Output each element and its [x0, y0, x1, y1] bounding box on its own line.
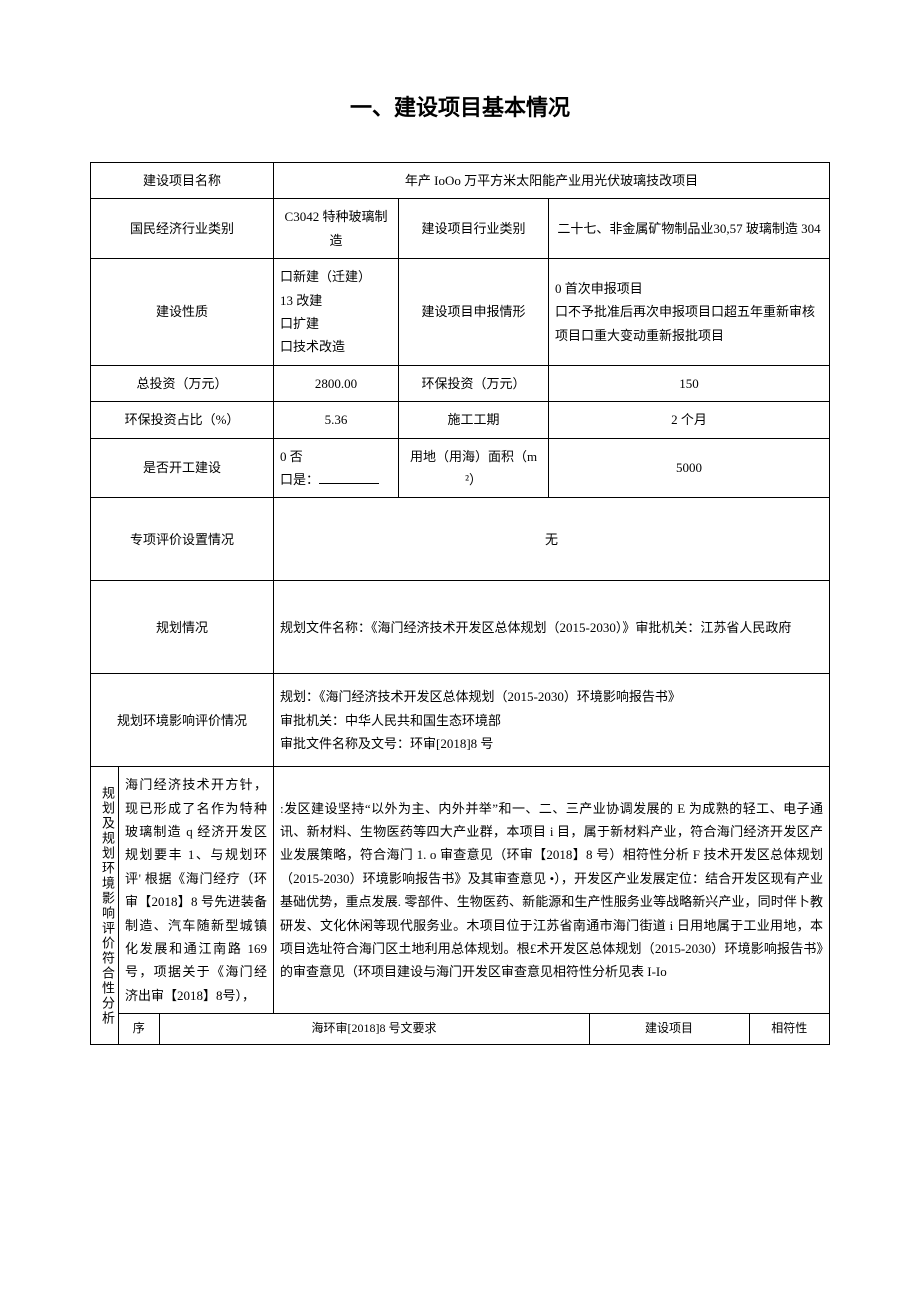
plan-value: 规划文件名称：《海门经济技术开发区总体规划（2015-2030）》审批机关：江苏… — [274, 581, 830, 674]
basic-info-table: 建设项目名称 年产 IoOo 万平方米太阳能产业用光伏玻璃技改项目 国民经济行业… — [90, 162, 830, 1045]
analysis-col1: 海门经济技术开方针，现已形成了名作为特种玻璃制造 q 经济开发区规划要丰 1、与… — [119, 767, 274, 1014]
analysis-side-label: 规划及规划环境影响评价符合性分析 — [91, 767, 119, 1045]
table-row: 建设性质 口新建（迁建） 13 改建 口扩建 口技术改造 建设项目申报情形 0 … — [91, 259, 830, 366]
proj-name-label: 建设项目名称 — [91, 163, 274, 199]
special-label: 专项评价设置情况 — [91, 498, 274, 581]
started-yes: 口是： — [280, 472, 319, 487]
env-ratio-value: 5.36 — [274, 402, 399, 438]
nature-label: 建设性质 — [91, 259, 274, 366]
inner-h2: 海环审[2018]8 号文要求 — [159, 1014, 589, 1044]
inner-h4: 相符性 — [749, 1014, 829, 1044]
analysis-col2: :发区建设坚持“以外为主、内外并举”和一、二、三产业协调发展的 E 为成熟的轻工… — [274, 767, 830, 1014]
started-value: 0 否 口是： — [274, 438, 399, 498]
proj-name-value: 年产 IoOo 万平方米太阳能产业用光伏玻璃技改项目 — [274, 163, 830, 199]
industry-label: 国民经济行业类别 — [91, 199, 274, 259]
proj-industry-value: 二十七、非金属矿物制品业30,57 玻璃制造 304 — [549, 199, 830, 259]
industry-value: C3042 特种玻璃制造 — [274, 199, 399, 259]
nature-value: 口新建（迁建） 13 改建 口扩建 口技术改造 — [274, 259, 399, 366]
table-row: 环保投资占比（%） 5.36 施工工期 2 个月 — [91, 402, 830, 438]
table-row: 国民经济行业类别 C3042 特种玻璃制造 建设项目行业类别 二十七、非金属矿物… — [91, 199, 830, 259]
env-ratio-label: 环保投资占比（%） — [91, 402, 274, 438]
started-no: 0 否 — [280, 449, 303, 464]
table-row: 序 海环审[2018]8 号文要求 建设项目 相符性 — [91, 1014, 830, 1045]
invest-label: 总投资（万元） — [91, 365, 274, 401]
period-label: 施工工期 — [399, 402, 549, 438]
proj-industry-label: 建设项目行业类别 — [399, 199, 549, 259]
filing-label: 建设项目申报情形 — [399, 259, 549, 366]
page-title: 一、建设项目基本情况 — [90, 90, 830, 122]
table-row: 是否开工建设 0 否 口是： 用地（用海）面积（m²） 5000 — [91, 438, 830, 498]
plan-env-label: 规划环境影响评价情况 — [91, 674, 274, 767]
plan-env-value: 规划：《海门经济技术开发区总体规划（2015-2030）环境影响报告书》 审批机… — [274, 674, 830, 767]
analysis-side-text: 规划及规划环境影响评价符合性分析 — [97, 786, 119, 1026]
table-row: 专项评价设置情况 无 — [91, 498, 830, 581]
special-value: 无 — [274, 498, 830, 581]
inner-compat-table: 序 海环审[2018]8 号文要求 建设项目 相符性 — [119, 1014, 829, 1044]
invest-value: 2800.00 — [274, 365, 399, 401]
area-value: 5000 — [549, 438, 830, 498]
table-row: 建设项目名称 年产 IoOo 万平方米太阳能产业用光伏玻璃技改项目 — [91, 163, 830, 199]
env-invest-value: 150 — [549, 365, 830, 401]
inner-h1: 序 — [119, 1014, 159, 1044]
table-row: 规划情况 规划文件名称：《海门经济技术开发区总体规划（2015-2030）》审批… — [91, 581, 830, 674]
inner-h3: 建设项目 — [589, 1014, 749, 1044]
period-value: 2 个月 — [549, 402, 830, 438]
table-row: 总投资（万元） 2800.00 环保投资（万元） 150 — [91, 365, 830, 401]
table-row: 规划及规划环境影响评价符合性分析 海门经济技术开方针，现已形成了名作为特种玻璃制… — [91, 767, 830, 1014]
area-label: 用地（用海）面积（m²） — [399, 438, 549, 498]
filing-value: 0 首次申报项目 口不予批准后再次申报项目口超五年重新审核项目口重大变动重新报批… — [549, 259, 830, 366]
env-invest-label: 环保投资（万元） — [399, 365, 549, 401]
table-row: 序 海环审[2018]8 号文要求 建设项目 相符性 — [119, 1014, 829, 1044]
table-row: 规划环境影响评价情况 规划：《海门经济技术开发区总体规划（2015-2030）环… — [91, 674, 830, 767]
blank-line — [319, 483, 379, 484]
started-label: 是否开工建设 — [91, 438, 274, 498]
plan-label: 规划情况 — [91, 581, 274, 674]
